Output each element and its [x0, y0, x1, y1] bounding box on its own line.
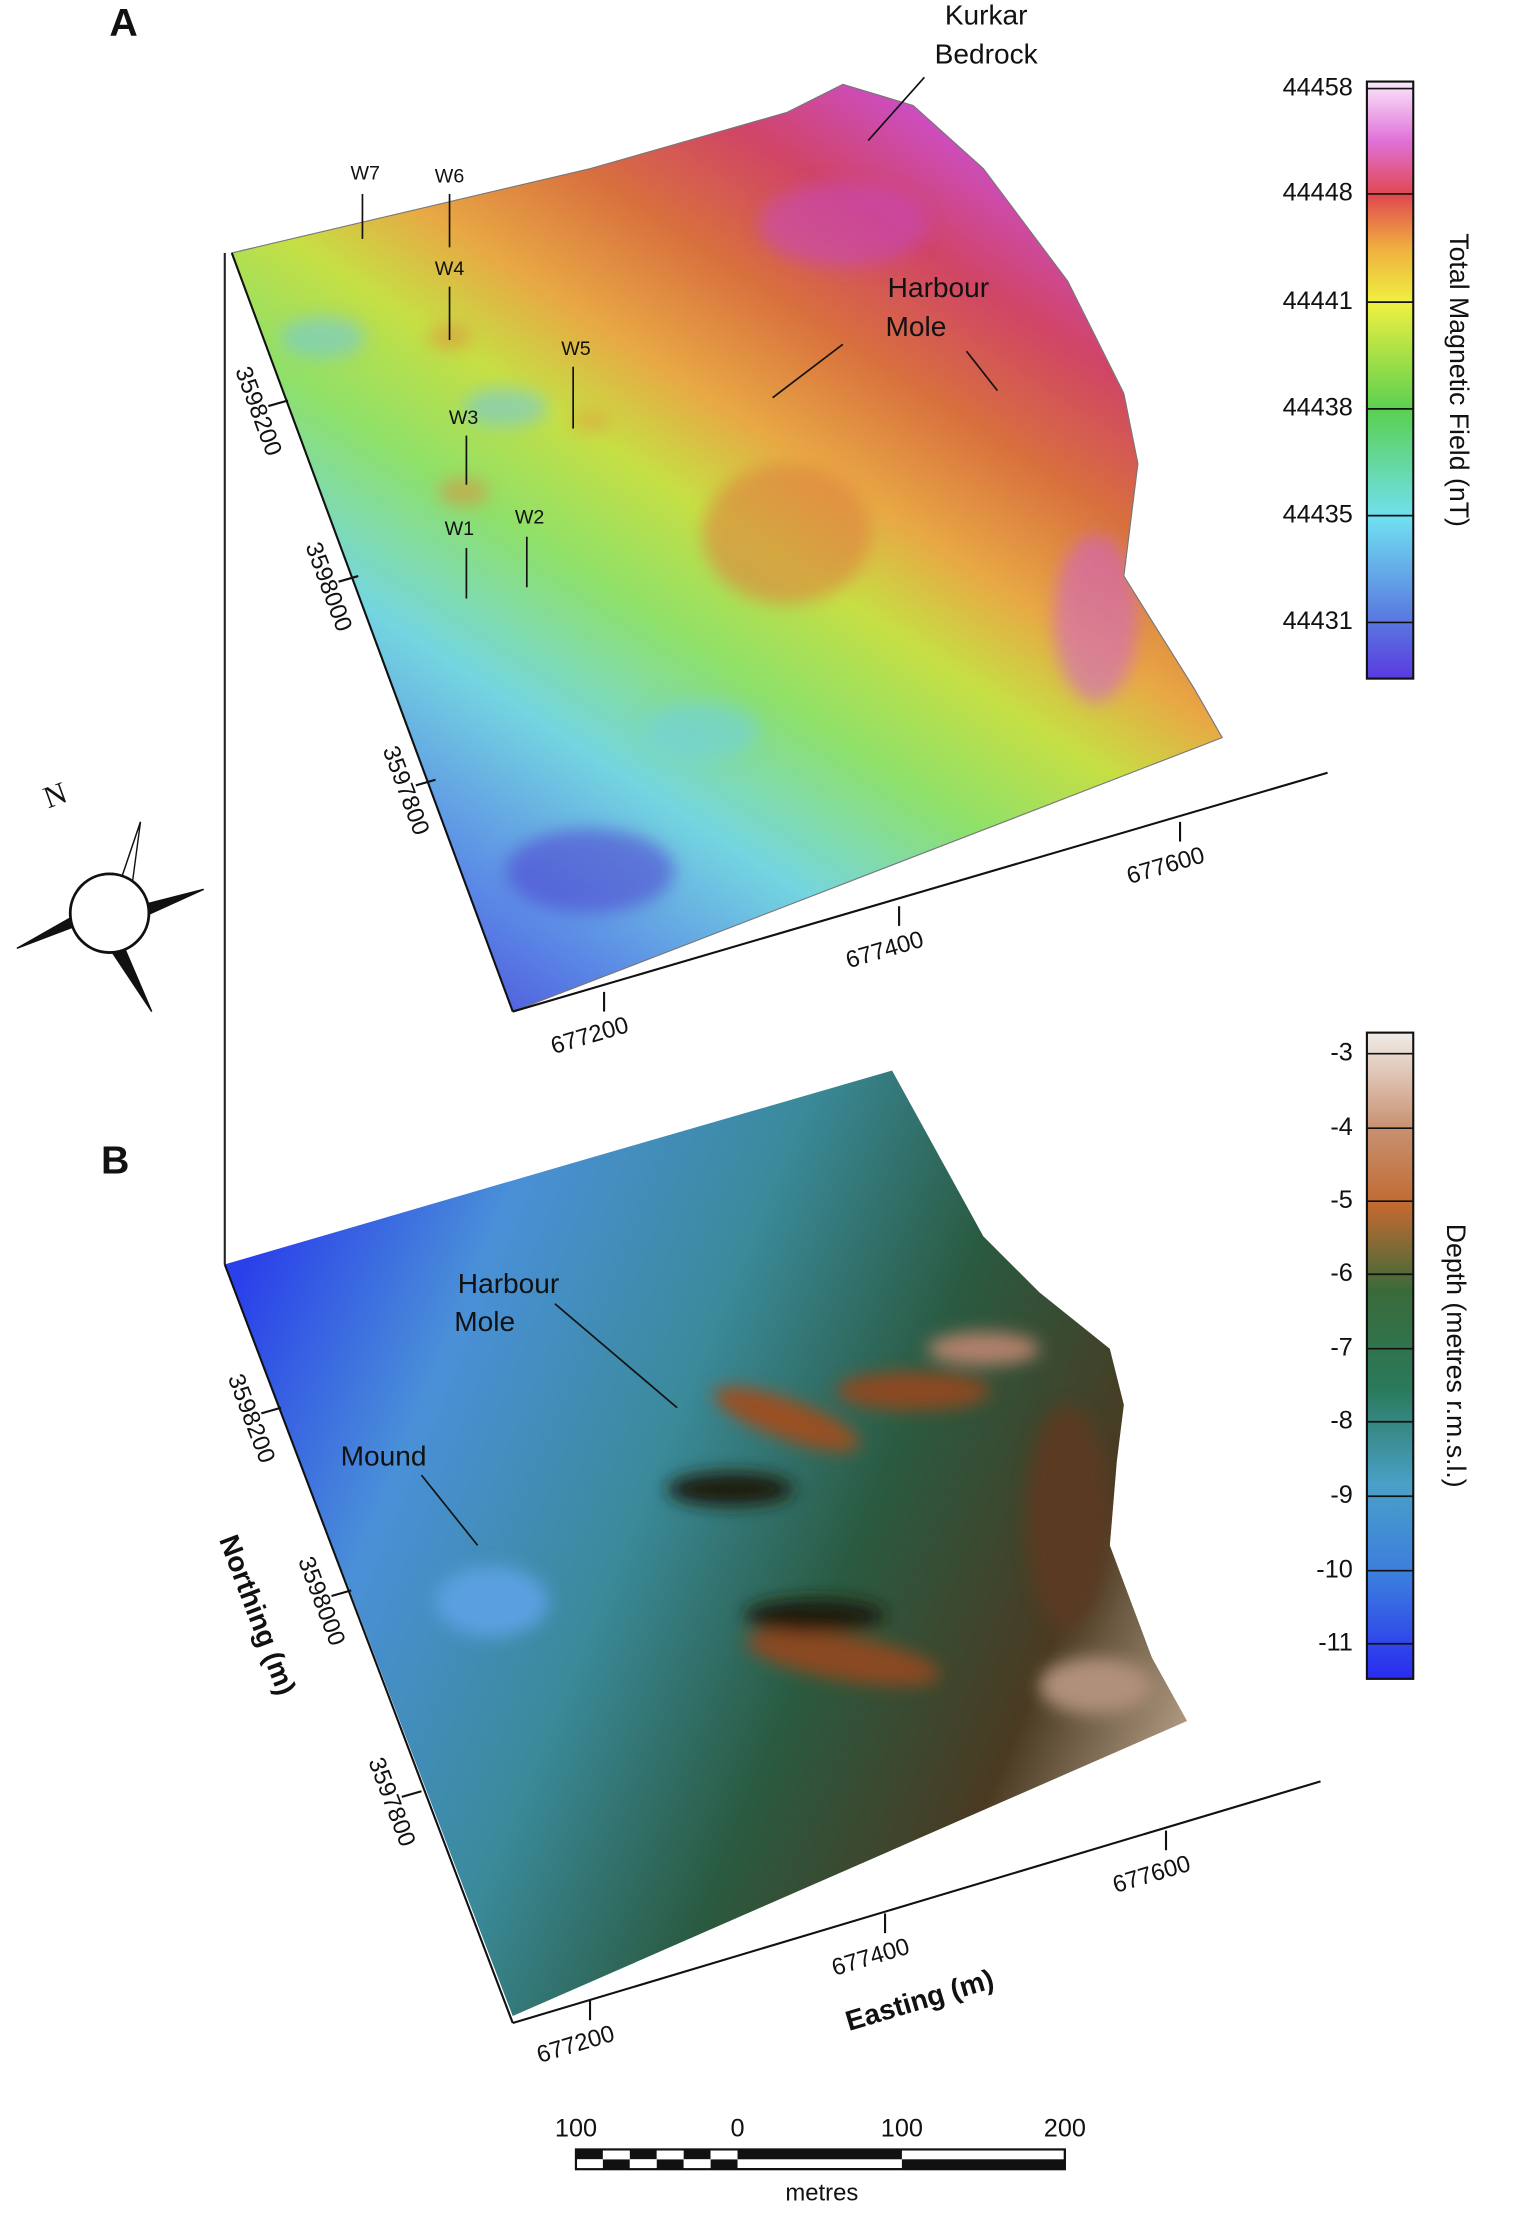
colorbar-tick-label: -7 — [1330, 1333, 1352, 1361]
colorbar-tick-label: -6 — [1330, 1259, 1352, 1287]
northing-axis — [223, 1264, 514, 2024]
annotation: Kurkar — [945, 0, 1028, 30]
scale-segment — [710, 2149, 738, 2160]
scale-bar-outline — [574, 2148, 1066, 2171]
colorbar-tick-label: -3 — [1330, 1038, 1352, 1066]
annotation: W7 — [351, 162, 380, 184]
compass — [16, 821, 204, 1012]
annotation: Harbour — [458, 1268, 559, 1299]
easting-tick-label: 677400 — [829, 1933, 913, 1982]
easting-tick-label: 677600 — [1110, 1850, 1194, 1899]
panel-label: B — [101, 1139, 129, 1183]
easting-tick-label: 677400 — [843, 926, 927, 974]
colorbar-title: Total Magnetic Field (nT) — [1444, 233, 1474, 527]
compass-label: N — [39, 775, 72, 816]
colorbar-tick-label: -5 — [1330, 1186, 1352, 1214]
scale-label: 200 — [1044, 2114, 1086, 2142]
scale-label: 100 — [881, 2114, 923, 2142]
axis-title: Easting (m) — [842, 1963, 997, 2037]
annotation: Harbour — [888, 272, 989, 303]
colorbar-tick-label: -8 — [1330, 1406, 1352, 1434]
annotation: W3 — [449, 407, 479, 429]
scale-segment — [737, 2149, 902, 2160]
easting-axis — [512, 771, 1328, 1013]
tick-mark — [415, 778, 436, 787]
annotation: W1 — [445, 518, 474, 540]
colorbar-tick-label: -4 — [1330, 1113, 1352, 1141]
annotation: Mole — [886, 311, 947, 342]
scale-segment — [656, 2149, 684, 2160]
bathymetry-surface — [224, 1070, 1188, 2017]
leader-line — [772, 343, 844, 399]
tick-mark — [338, 575, 359, 583]
scale-segment — [629, 2149, 657, 2160]
colorbar-title: Depth (metres r.m.s.l.) — [1441, 1224, 1471, 1488]
annotation: W6 — [435, 165, 465, 187]
easting-tick-label: 677600 — [1124, 842, 1208, 890]
scale-segment — [683, 2159, 711, 2170]
colorbar-tick-label: -9 — [1330, 1481, 1352, 1509]
colorbar-tick-label: -11 — [1318, 1628, 1353, 1656]
colorbar — [1365, 1031, 1415, 1680]
scale-segment — [683, 2149, 711, 2160]
easting-tick-label: 677200 — [548, 1012, 632, 1060]
colorbar-tick-label: -10 — [1316, 1555, 1353, 1583]
scale-segment — [602, 2149, 630, 2160]
scale-segment — [629, 2159, 657, 2170]
annotation: W4 — [435, 258, 465, 280]
colorbar-tick-label: 44438 — [1283, 394, 1353, 422]
leader-line — [420, 1474, 479, 1546]
scale-segment — [710, 2159, 738, 2170]
colorbar — [1365, 80, 1415, 680]
colorbar-tick-label: 44458 — [1283, 73, 1353, 101]
tick-mark — [261, 1406, 282, 1415]
panel-label: A — [109, 1, 137, 45]
scale-label: 100 — [555, 2114, 597, 2142]
surface-outline — [231, 83, 1224, 1013]
scale-segment — [901, 2159, 1065, 2170]
scale-unit: metres — [785, 2180, 858, 2207]
colorbar-tick-label: 44435 — [1283, 500, 1353, 528]
scale-segment — [575, 2159, 603, 2170]
colorbar-tick-label: 44448 — [1283, 179, 1353, 207]
easting-axis — [512, 1780, 1321, 2025]
tick-mark — [268, 399, 289, 408]
colorbar-tick-label: 44431 — [1283, 607, 1353, 635]
magnetic-surface — [231, 84, 1223, 1012]
northing-tick-label: 3597800 — [363, 1754, 421, 1850]
scale-segment — [656, 2159, 684, 2170]
annotation: Bedrock — [935, 39, 1039, 70]
leader-line — [867, 76, 926, 142]
leader-line — [554, 1303, 678, 1409]
colorbar-tick-label: 44441 — [1283, 287, 1353, 315]
northing-axis — [230, 252, 514, 1012]
annotation: Mound — [341, 1441, 427, 1472]
tick-mark — [331, 1589, 352, 1597]
annotation: Mole — [454, 1306, 515, 1337]
annotation: W5 — [561, 338, 591, 360]
leader-line — [965, 350, 999, 392]
scale-label: 0 — [731, 2114, 745, 2142]
axis-title: Northing (m) — [213, 1531, 302, 1699]
easting-tick-label: 677200 — [534, 2020, 618, 2069]
scale-segment — [602, 2159, 630, 2170]
scale-segment — [575, 2149, 603, 2160]
tick-mark — [401, 1790, 422, 1798]
annotation: W2 — [515, 507, 544, 529]
